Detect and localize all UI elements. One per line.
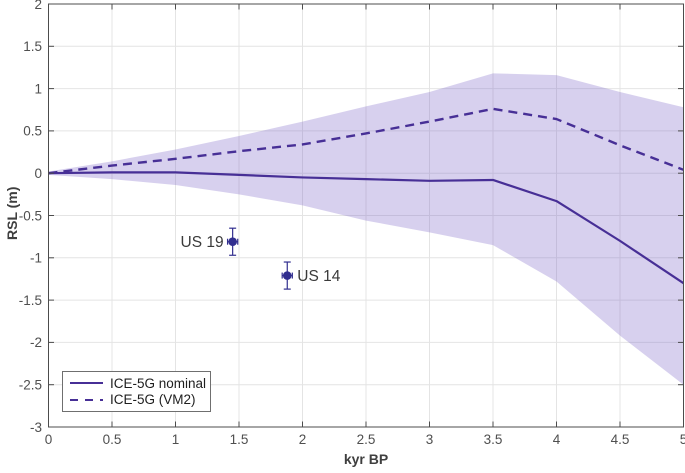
annotation-us-14: US 14: [297, 268, 340, 285]
x-tick-label: 3.5: [484, 432, 503, 447]
y-tick-label: -2.5: [19, 378, 42, 393]
data-point-us-14: [282, 271, 292, 280]
y-tick-label: -0.5: [19, 208, 42, 223]
solid-line-sample: [70, 382, 103, 385]
x-tick-label: 4.5: [611, 432, 630, 447]
legend-label-vm2: ICE-5G (VM2): [110, 392, 196, 408]
y-tick-label: 0: [34, 166, 42, 181]
legend-label-nominal: ICE-5G nominal: [110, 375, 207, 391]
x-tick-label: 4: [553, 432, 561, 447]
y-tick-label: -1: [30, 251, 42, 266]
y-tick-label: 2: [34, 0, 42, 12]
x-tick-label: 5: [680, 432, 685, 447]
series-ice-5g-nominal: [48, 171, 685, 285]
x-tick-label: 0.5: [103, 432, 122, 447]
y-tick-label: 1.5: [23, 39, 42, 54]
x-tick-label: 3: [426, 432, 434, 447]
y-tick-label: 0.5: [23, 124, 42, 139]
legend-item-ice5g-nominal: ICE-5G nominal: [70, 375, 207, 391]
x-tick-label: 1: [172, 432, 180, 447]
uncertainty-band: [48, 73, 684, 385]
legend: ICE-5G nominal ICE-5G (VM2): [62, 371, 211, 412]
y-tick-label: -2: [30, 335, 42, 350]
y-tick-label: 1: [34, 81, 42, 96]
y-tick-label: -1.5: [19, 293, 42, 308]
y-tick-label: -3: [30, 420, 42, 435]
dashed-line-sample: [70, 398, 103, 402]
annotation-us-19: US 19: [181, 234, 224, 251]
x-tick-label: 0: [45, 432, 53, 447]
y-axis-label: RSL (m): [4, 186, 20, 241]
x-tick-label: 2.5: [357, 432, 376, 447]
x-tick-label: 2: [299, 432, 307, 447]
series-ice-5g-vm2: [48, 107, 684, 175]
x-tick-label: 1.5: [230, 432, 249, 447]
x-axis-label: kyr BP: [343, 451, 389, 467]
data-point-us-19: [228, 237, 237, 247]
legend-item-ice5g-vm2: ICE-5G (VM2): [70, 392, 205, 407]
